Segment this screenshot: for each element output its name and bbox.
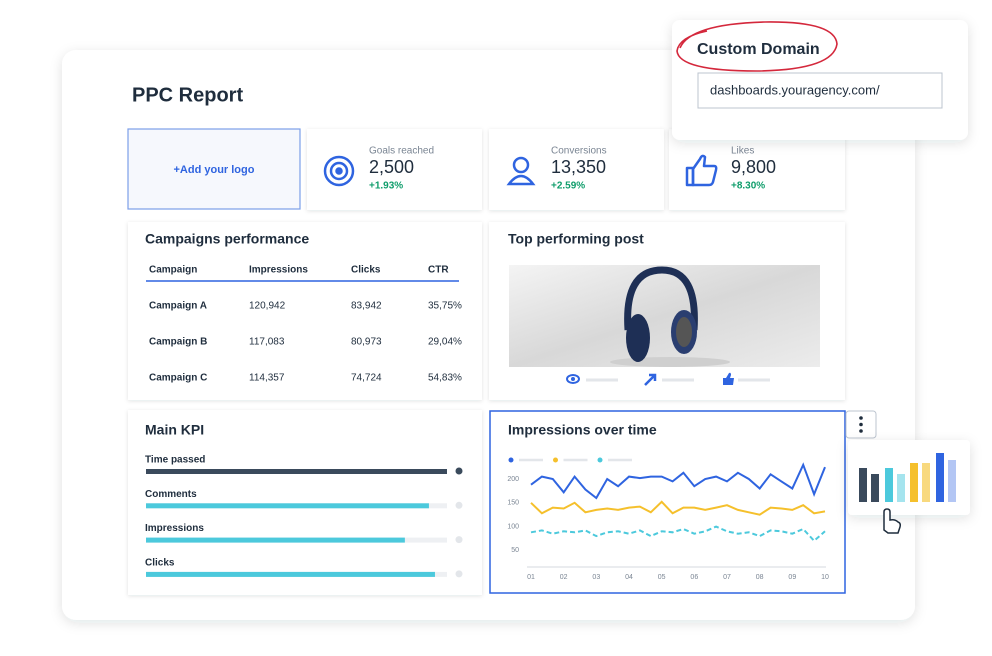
stat-label: Likes: [731, 146, 754, 157]
target-icon: [323, 155, 355, 187]
domain-title: Custom Domain: [697, 41, 820, 58]
table-cell: 114,357: [249, 373, 285, 384]
table-cell: 74,724: [351, 373, 382, 384]
x-tick-label: 10: [821, 574, 829, 581]
y-tick-label: 150: [507, 500, 519, 507]
campaigns-table: Campaign Impressions Clicks CTR Campaign A 12…: [149, 265, 462, 384]
bar-icon: [859, 453, 956, 502]
domain-url: dashboards.youragency.com/: [710, 82, 880, 97]
y-tick-label: 100: [507, 523, 519, 530]
legend-dot: [553, 457, 558, 463]
stat-change: +1.93%: [369, 181, 403, 192]
series-line: [530, 525, 826, 543]
legend-dot: [508, 457, 514, 463]
kpi-status: [455, 570, 463, 578]
table-header: Impressions: [249, 265, 308, 276]
y-tick-label: 200: [507, 476, 519, 483]
kpi-status: [455, 467, 463, 475]
user-icon: [506, 156, 536, 186]
legend-dot: [597, 457, 603, 463]
table-header: Clicks: [351, 265, 381, 276]
post-metrics: [566, 372, 770, 386]
cursor: [883, 508, 901, 534]
series-line: [530, 462, 826, 500]
card-title: Top performing post: [508, 231, 644, 247]
chart-card: [489, 410, 846, 594]
kpi-bar: [146, 503, 429, 509]
kpi-bar: [146, 537, 405, 543]
stat-label: Goals reached: [369, 146, 434, 157]
stat-value: 13,350: [551, 157, 606, 177]
stat-card: [489, 129, 664, 210]
x-tick-label: 04: [625, 574, 633, 581]
card-title: Campaigns performance: [145, 231, 309, 247]
logo-box[interactable]: [127, 128, 301, 210]
x-tick-label: 08: [756, 574, 764, 581]
table-cell: 54,83%: [428, 373, 462, 384]
stat-value: 2,500: [369, 157, 414, 177]
kpi-status: [455, 501, 463, 509]
stat-change: +2.59%: [551, 181, 585, 192]
chart-title: Impressions over time: [508, 422, 657, 438]
table-cell: 35,75%: [428, 301, 462, 312]
table-cell: 80,973: [351, 337, 382, 348]
kpi-card: [128, 410, 482, 595]
table-cell: 120,942: [249, 301, 286, 312]
campaigns-card: [128, 222, 482, 400]
stat-label: Conversions: [551, 146, 607, 157]
like-icon: [685, 154, 718, 187]
kpi-label: Impressions: [145, 523, 204, 534]
table-cell: 117,083: [249, 337, 285, 348]
highlight-scribble: [676, 21, 838, 72]
kpi-label: Time passed: [145, 455, 205, 466]
table-cell: 29,04%: [428, 337, 462, 348]
x-tick-label: 06: [690, 574, 698, 581]
series-line: [530, 500, 826, 516]
x-tick-label: 07: [723, 574, 731, 581]
x-tick-label: 02: [560, 574, 568, 581]
menu-dots: [859, 416, 863, 433]
domain-input[interactable]: [697, 72, 943, 109]
kpi-status: [455, 536, 463, 544]
table-cell: Campaign B: [149, 337, 207, 348]
kpi-label: Comments: [145, 489, 197, 500]
x-tick-label: 01: [527, 574, 535, 581]
line-chart: 50 100 150 200 01 02 03 04 05 06 07 08 09 10: [507, 457, 829, 581]
card-title: Main KPI: [145, 422, 204, 438]
report-title: PPC Report: [132, 84, 243, 106]
table-cell: Campaign A: [149, 301, 207, 312]
y-tick-label: 50: [511, 547, 519, 554]
x-tick-label: 03: [592, 574, 600, 581]
stat-value: 9,800: [731, 157, 776, 177]
kpi-bars: Time passed Comments Impressions Clicks: [145, 455, 463, 578]
table-header: Campaign: [149, 265, 197, 276]
table-header: CTR: [428, 265, 449, 276]
add-logo[interactable]: +Add your logo: [174, 164, 255, 176]
table-cell: Campaign C: [149, 373, 207, 384]
stat-card: [669, 129, 845, 210]
kpi-bar: [146, 571, 435, 577]
x-tick-label: 05: [658, 574, 666, 581]
post-image: [509, 265, 820, 367]
kpi-label: Clicks: [145, 558, 175, 569]
table-cell: 83,942: [351, 301, 382, 312]
kpi-bar: [146, 469, 447, 474]
stat-change: +8.30%: [731, 181, 765, 192]
x-tick-label: 09: [788, 574, 796, 581]
